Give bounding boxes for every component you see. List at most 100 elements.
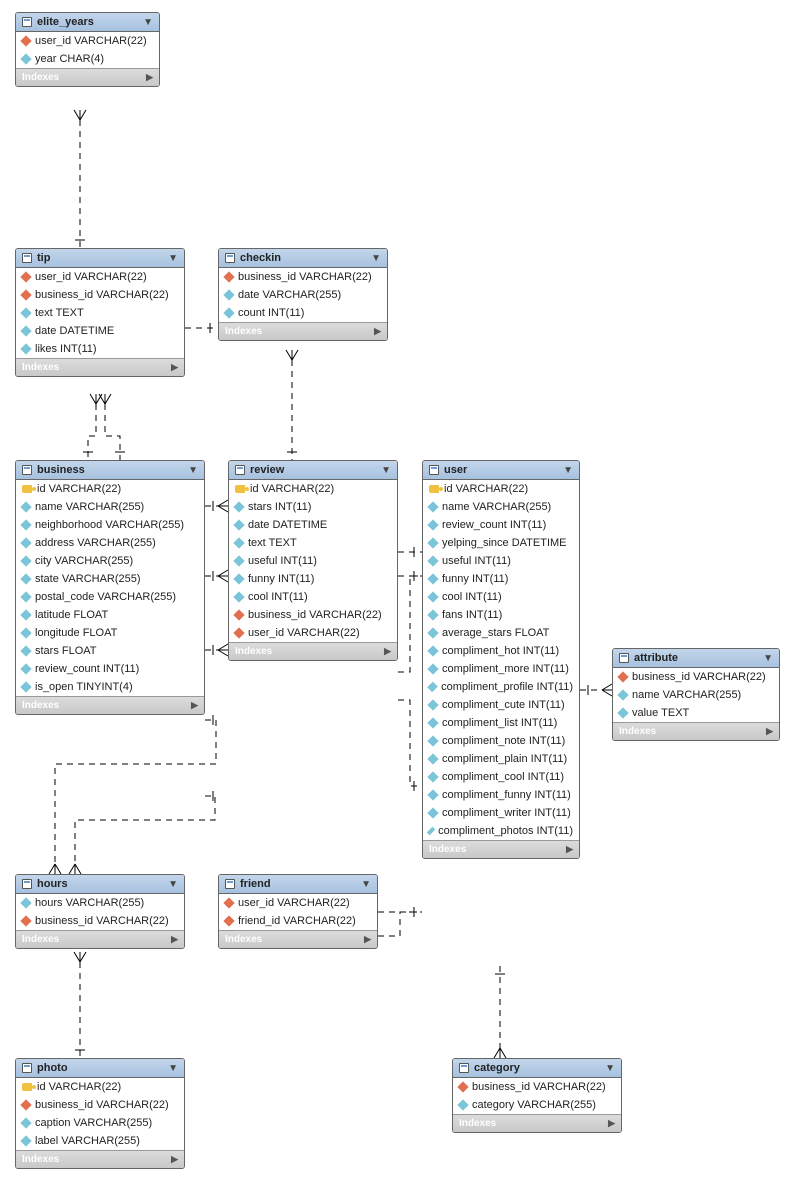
collapse-icon[interactable]: ▼ (361, 879, 371, 890)
table-elite_years[interactable]: elite_years▼user_id VARCHAR(22)year CHAR… (15, 12, 160, 87)
collapse-icon[interactable]: ▼ (563, 465, 573, 476)
column-row[interactable]: id VARCHAR(22) (16, 1078, 184, 1096)
column-row[interactable]: cool INT(11) (229, 588, 397, 606)
column-row[interactable]: name VARCHAR(255) (423, 498, 579, 516)
column-row[interactable]: useful INT(11) (423, 552, 579, 570)
column-row[interactable]: stars FLOAT (16, 642, 204, 660)
column-row[interactable]: compliment_hot INT(11) (423, 642, 579, 660)
table-footer-indexes[interactable]: Indexes▶ (16, 1150, 184, 1168)
table-checkin[interactable]: checkin▼business_id VARCHAR(22)date VARC… (218, 248, 388, 341)
column-row[interactable]: is_open TINYINT(4) (16, 678, 204, 696)
column-row[interactable]: friend_id VARCHAR(22) (219, 912, 377, 930)
column-row[interactable]: longitude FLOAT (16, 624, 204, 642)
table-business[interactable]: business▼id VARCHAR(22)name VARCHAR(255)… (15, 460, 205, 715)
column-row[interactable]: compliment_funny INT(11) (423, 786, 579, 804)
column-row[interactable]: cool INT(11) (423, 588, 579, 606)
column-row[interactable]: id VARCHAR(22) (16, 480, 204, 498)
column-row[interactable]: review_count INT(11) (16, 660, 204, 678)
column-row[interactable]: compliment_cute INT(11) (423, 696, 579, 714)
table-header[interactable]: checkin▼ (219, 249, 387, 268)
table-photo[interactable]: photo▼id VARCHAR(22)business_id VARCHAR(… (15, 1058, 185, 1169)
collapse-icon[interactable]: ▼ (168, 253, 178, 264)
table-friend[interactable]: friend▼user_id VARCHAR(22)friend_id VARC… (218, 874, 378, 949)
table-footer-indexes[interactable]: Indexes▶ (219, 322, 387, 340)
table-footer-indexes[interactable]: Indexes▶ (219, 930, 377, 948)
column-row[interactable]: hours VARCHAR(255) (16, 894, 184, 912)
column-row[interactable]: business_id VARCHAR(22) (453, 1078, 621, 1096)
column-row[interactable]: likes INT(11) (16, 340, 184, 358)
column-row[interactable]: value TEXT (613, 704, 779, 722)
table-footer-indexes[interactable]: Indexes▶ (453, 1114, 621, 1132)
column-row[interactable]: user_id VARCHAR(22) (16, 32, 159, 50)
column-row[interactable]: compliment_photos INT(11) (423, 822, 579, 840)
table-footer-indexes[interactable]: Indexes▶ (16, 696, 204, 714)
column-row[interactable]: business_id VARCHAR(22) (16, 286, 184, 304)
column-row[interactable]: business_id VARCHAR(22) (16, 1096, 184, 1114)
column-row[interactable]: date DATETIME (229, 516, 397, 534)
table-header[interactable]: elite_years▼ (16, 13, 159, 32)
column-row[interactable]: stars INT(11) (229, 498, 397, 516)
column-row[interactable]: city VARCHAR(255) (16, 552, 204, 570)
collapse-icon[interactable]: ▼ (605, 1063, 615, 1074)
table-footer-indexes[interactable]: Indexes▶ (423, 840, 579, 858)
column-row[interactable]: compliment_plain INT(11) (423, 750, 579, 768)
table-attribute[interactable]: attribute▼business_id VARCHAR(22)name VA… (612, 648, 780, 741)
column-row[interactable]: yelping_since DATETIME (423, 534, 579, 552)
table-header[interactable]: user▼ (423, 461, 579, 480)
column-row[interactable]: text TEXT (16, 304, 184, 322)
column-row[interactable]: id VARCHAR(22) (229, 480, 397, 498)
collapse-icon[interactable]: ▼ (763, 653, 773, 664)
collapse-icon[interactable]: ▼ (381, 465, 391, 476)
column-row[interactable]: compliment_profile INT(11) (423, 678, 579, 696)
column-row[interactable]: compliment_list INT(11) (423, 714, 579, 732)
table-header[interactable]: tip▼ (16, 249, 184, 268)
column-row[interactable]: average_stars FLOAT (423, 624, 579, 642)
column-row[interactable]: address VARCHAR(255) (16, 534, 204, 552)
column-row[interactable]: count INT(11) (219, 304, 387, 322)
column-row[interactable]: state VARCHAR(255) (16, 570, 204, 588)
collapse-icon[interactable]: ▼ (168, 1063, 178, 1074)
column-row[interactable]: compliment_cool INT(11) (423, 768, 579, 786)
column-row[interactable]: business_id VARCHAR(22) (219, 268, 387, 286)
collapse-icon[interactable]: ▼ (143, 17, 153, 28)
column-row[interactable]: compliment_more INT(11) (423, 660, 579, 678)
column-row[interactable]: user_id VARCHAR(22) (219, 894, 377, 912)
table-header[interactable]: category▼ (453, 1059, 621, 1078)
column-row[interactable]: postal_code VARCHAR(255) (16, 588, 204, 606)
column-row[interactable]: user_id VARCHAR(22) (229, 624, 397, 642)
column-row[interactable]: text TEXT (229, 534, 397, 552)
column-row[interactable]: year CHAR(4) (16, 50, 159, 68)
column-row[interactable]: compliment_note INT(11) (423, 732, 579, 750)
table-user[interactable]: user▼id VARCHAR(22)name VARCHAR(255)revi… (422, 460, 580, 859)
column-row[interactable]: label VARCHAR(255) (16, 1132, 184, 1150)
column-row[interactable]: neighborhood VARCHAR(255) (16, 516, 204, 534)
column-row[interactable]: business_id VARCHAR(22) (229, 606, 397, 624)
column-row[interactable]: business_id VARCHAR(22) (613, 668, 779, 686)
table-footer-indexes[interactable]: Indexes▶ (613, 722, 779, 740)
collapse-icon[interactable]: ▼ (168, 879, 178, 890)
table-footer-indexes[interactable]: Indexes▶ (16, 930, 184, 948)
column-row[interactable]: useful INT(11) (229, 552, 397, 570)
table-header[interactable]: review▼ (229, 461, 397, 480)
column-row[interactable]: date VARCHAR(255) (219, 286, 387, 304)
column-row[interactable]: funny INT(11) (423, 570, 579, 588)
column-row[interactable]: user_id VARCHAR(22) (16, 268, 184, 286)
column-row[interactable]: category VARCHAR(255) (453, 1096, 621, 1114)
table-review[interactable]: review▼id VARCHAR(22)stars INT(11)date D… (228, 460, 398, 661)
table-header[interactable]: photo▼ (16, 1059, 184, 1078)
table-header[interactable]: attribute▼ (613, 649, 779, 668)
table-footer-indexes[interactable]: Indexes▶ (16, 358, 184, 376)
column-row[interactable]: fans INT(11) (423, 606, 579, 624)
table-category[interactable]: category▼business_id VARCHAR(22)category… (452, 1058, 622, 1133)
table-hours[interactable]: hours▼hours VARCHAR(255)business_id VARC… (15, 874, 185, 949)
table-header[interactable]: business▼ (16, 461, 204, 480)
column-row[interactable]: latitude FLOAT (16, 606, 204, 624)
column-row[interactable]: caption VARCHAR(255) (16, 1114, 184, 1132)
table-header[interactable]: hours▼ (16, 875, 184, 894)
collapse-icon[interactable]: ▼ (188, 465, 198, 476)
column-row[interactable]: review_count INT(11) (423, 516, 579, 534)
table-footer-indexes[interactable]: Indexes▶ (229, 642, 397, 660)
column-row[interactable]: funny INT(11) (229, 570, 397, 588)
table-footer-indexes[interactable]: Indexes▶ (16, 68, 159, 86)
collapse-icon[interactable]: ▼ (371, 253, 381, 264)
